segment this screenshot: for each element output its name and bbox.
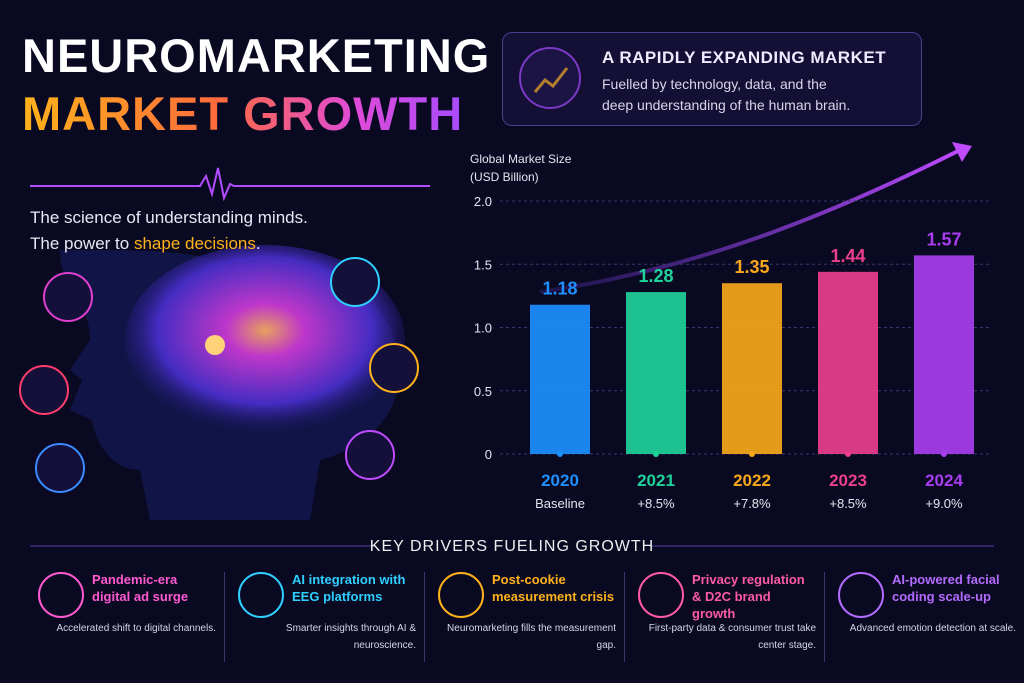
- driver-icon: [638, 572, 684, 618]
- axis-dot: [941, 451, 947, 457]
- separator: [424, 572, 425, 662]
- driver-text: Accelerated shift to digital channels.: [56, 623, 216, 634]
- icon-eye: [369, 343, 419, 393]
- icon-tag: [35, 443, 85, 493]
- trend-arrow: [539, 148, 961, 294]
- growth-label: +7.8%: [733, 496, 771, 511]
- value-label: 1.35: [734, 257, 769, 277]
- title: MARKET GROWTH: [22, 87, 464, 140]
- x-tick-label: 2021: [637, 471, 675, 490]
- bar: [722, 283, 782, 454]
- driver-icon: [38, 572, 84, 618]
- icon-growth-arrow: [533, 67, 569, 93]
- driver-title: Privacy regulation & D2C brand growth: [692, 572, 805, 621]
- growth-label: +8.5%: [829, 496, 867, 511]
- growth-label: +9.0%: [925, 496, 963, 511]
- bar: [818, 271, 878, 454]
- driver-icon: [238, 572, 284, 618]
- title: NEUROMARKETING: [22, 29, 491, 82]
- value-label: 1.18: [542, 279, 577, 299]
- driver-icon: [438, 572, 484, 618]
- driver-title: Pandemic-era digital ad surge: [92, 572, 189, 604]
- separator: [624, 572, 625, 662]
- y-tick-label: 2.0: [474, 194, 492, 209]
- icon-megaphone: [345, 430, 395, 480]
- driver-text: Advanced emotion detection at scale.: [849, 623, 1016, 634]
- tagline-line: The power to shape decisions.: [30, 231, 308, 257]
- y-tick-label: 1.0: [474, 321, 492, 336]
- tagline-line: The science of understanding minds.: [30, 208, 308, 227]
- callout-box: [502, 32, 922, 126]
- text: .: [255, 234, 261, 253]
- pulse-line: [30, 167, 430, 202]
- x-tick-label: 2023: [829, 471, 867, 490]
- driver-title: AI integration with EEG platforms: [292, 572, 406, 604]
- driver-text: Neuromarketing fills the measurement gap…: [447, 623, 616, 651]
- x-tick-label: 2020: [541, 471, 579, 490]
- text: The power to: [30, 234, 130, 253]
- drivers-heading: KEY DRIVERS FUELING GROWTH: [369, 538, 655, 555]
- text-line: Global Market Size: [470, 152, 572, 166]
- icon-growth: [519, 47, 581, 109]
- x-tick-label: 2022: [733, 471, 771, 490]
- axis-dot: [653, 451, 659, 457]
- highlight: shape decisions: [133, 234, 256, 253]
- value-label: 1.44: [830, 246, 865, 266]
- plot: 0 0.5 1.0 1.5 2.0 1.18 2020 Baseline 1.28 2021 +8.…: [474, 194, 992, 511]
- y-tick-label: 1.5: [474, 257, 492, 272]
- driver: Privacy regulation & D2C brand growth Fir…: [630, 568, 820, 668]
- callout-text: Fuelled by technology, data, and the dee…: [602, 74, 850, 116]
- separator: [824, 572, 825, 662]
- driver: Pandemic-era digital ad surge Accelerated…: [30, 568, 220, 668]
- driver: AI-powered facial coding scale-up Advance…: [830, 568, 1020, 668]
- driver-icon: [838, 572, 884, 618]
- text-line: Fuelled by technology, data, and the: [602, 76, 827, 92]
- icon-cart: [43, 272, 93, 322]
- text-line: deep understanding of the human brain.: [602, 97, 851, 113]
- growth-label: Baseline: [535, 496, 585, 511]
- tagline: The science of understanding minds. The …: [30, 205, 308, 257]
- y-tick-label: 0: [485, 447, 492, 462]
- driver-title: AI-powered facial coding scale-up: [892, 572, 1000, 604]
- bar: [626, 292, 686, 454]
- separator: [224, 572, 225, 662]
- axis-dot: [557, 451, 563, 457]
- value-label: 1.57: [926, 229, 961, 249]
- bar: [530, 304, 590, 454]
- bar: [914, 255, 974, 454]
- driver-text: First-party data & consumer trust take c…: [648, 623, 816, 651]
- icon-smile: [330, 257, 380, 307]
- axis-dot: [845, 451, 851, 457]
- y-axis-title: Global Market Size (USD Billion): [470, 150, 571, 186]
- driver-text: Smarter insights through AI & neuroscien…: [285, 623, 416, 651]
- driver: AI integration with EEG platforms Smarter…: [230, 568, 420, 668]
- text-line: (USD Billion): [470, 170, 539, 184]
- growth-label: +8.5%: [637, 496, 675, 511]
- callout-title: A RAPIDLY EXPANDING MARKET: [602, 48, 887, 67]
- x-tick-label: 2024: [925, 471, 963, 490]
- value-label: 1.28: [638, 266, 673, 286]
- driver-title: Post-cookie measurement crisis: [492, 572, 615, 604]
- y-tick-label: 0.5: [474, 384, 492, 399]
- icon-heart: [19, 365, 69, 415]
- driver: Post-cookie measurement crisis Neuromarke…: [430, 568, 620, 668]
- axis-dot: [749, 451, 755, 457]
- brain-spark: [205, 335, 225, 355]
- trend-arrowhead: [952, 142, 972, 162]
